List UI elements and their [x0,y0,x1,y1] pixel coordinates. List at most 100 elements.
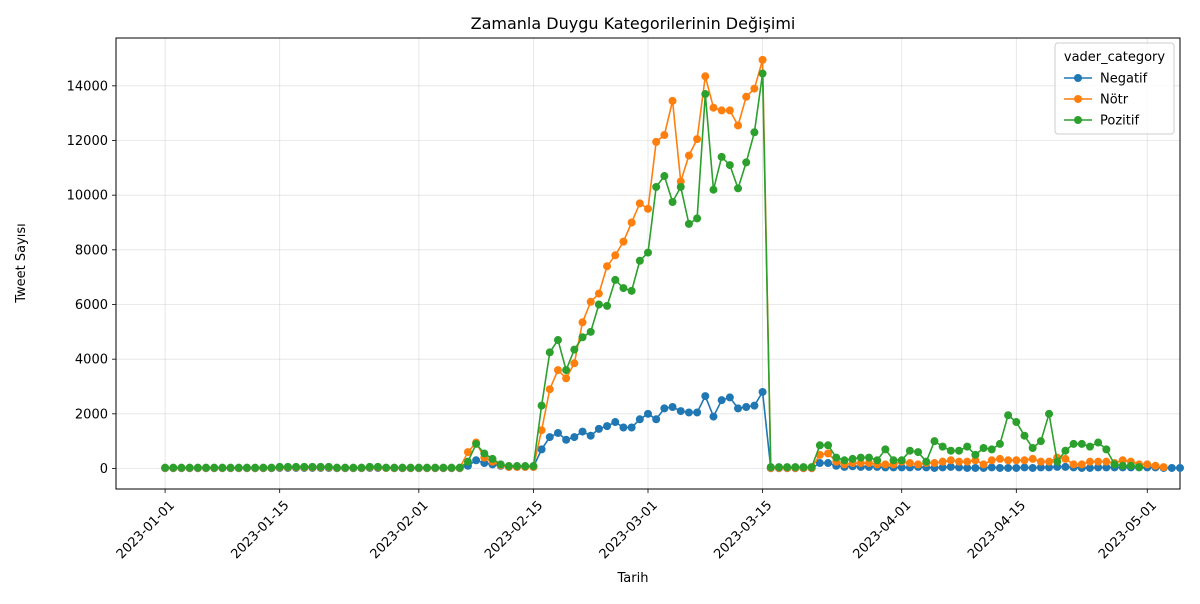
legend-item: Nötr [1064,93,1129,108]
data-point [1094,457,1103,466]
data-point [742,158,751,167]
data-point [185,463,194,472]
legend-box [1054,42,1175,135]
data-point [668,198,677,206]
data-point [987,445,996,454]
data-point [578,333,587,342]
data-point [938,457,947,466]
data-point [169,463,178,472]
data-point [660,404,669,413]
data-point [545,385,554,394]
data-point [979,460,988,469]
data-point [693,135,702,144]
data-point [914,448,923,457]
data-point [897,456,906,465]
data-point [889,456,898,465]
data-point [349,463,358,472]
data-point [1036,437,1045,446]
data-point [824,459,833,468]
x-tick-label: 2023-02-01 [368,498,432,562]
data-point [627,218,636,227]
y-axis-label: Tweet Sayısı [14,223,29,304]
legend-title: vader_category [1064,50,1166,65]
data-point [226,463,235,472]
data-point [357,463,366,472]
data-point [570,433,579,442]
data-point [1061,446,1070,455]
legend-item: Negatif [1064,72,1148,87]
data-point [709,412,718,421]
data-point [398,463,407,472]
x-tick-label: 2023-02-15 [482,498,546,562]
data-point [611,251,620,260]
data-point [905,446,914,455]
data-point [758,69,767,78]
data-point [734,404,743,413]
data-point [627,286,636,295]
legend-label: Pozitif [1100,114,1139,129]
data-point [766,463,775,472]
data-point [635,415,644,424]
data-point [652,415,661,424]
data-point [537,445,546,454]
data-point [1143,460,1152,469]
data-point [660,172,669,181]
data-point [963,457,972,466]
data-point [161,463,170,472]
data-point [1094,463,1103,472]
data-point [1069,439,1078,448]
data-point [979,444,988,452]
data-point [242,463,251,472]
data-point [1085,463,1094,472]
data-point [553,428,562,437]
data-point [1053,457,1062,466]
x-tick-label: 2023-01-01 [114,498,178,562]
data-point [1012,456,1021,465]
data-point [570,359,579,368]
data-point [660,131,669,140]
x-tick-label: 2023-05-01 [1096,498,1160,562]
data-point [774,463,783,472]
data-point [635,256,644,265]
data-point [1061,454,1070,463]
data-point [971,450,980,459]
data-point [938,463,947,472]
data-point [750,128,759,137]
data-point [987,463,996,472]
legend-label: Nötr [1100,93,1129,108]
data-point [914,460,923,469]
data-point [414,463,423,472]
data-point [267,463,276,472]
legend: vader_category Negatif Nötr Pozitif [1054,42,1175,135]
data-point [316,462,325,471]
x-tick-label: 2023-04-01 [850,498,914,562]
chart-title: Zamanla Duygu Kategorilerinin Değişimi [471,14,796,33]
data-point [684,219,693,228]
data-point [570,345,579,354]
y-tick-label: 0 [100,462,108,477]
data-point [693,408,702,417]
legend-label: Negatif [1100,72,1148,87]
data-point [930,459,939,468]
data-point [332,463,341,472]
data-point [815,459,824,468]
data-point [971,456,980,465]
data-point [815,441,824,450]
data-point [725,161,734,170]
data-point [955,457,964,466]
data-point [905,459,914,468]
data-point [897,463,906,472]
data-point [995,454,1004,463]
data-point [603,262,612,271]
data-point [1020,456,1029,465]
data-point [300,462,309,471]
data-point [1118,461,1127,470]
data-point [439,463,448,472]
y-tick-label: 12000 [67,134,108,149]
data-point [1167,463,1176,472]
data-point [1020,431,1029,440]
data-point [594,300,603,309]
data-point [1036,457,1045,466]
data-point [799,463,808,472]
